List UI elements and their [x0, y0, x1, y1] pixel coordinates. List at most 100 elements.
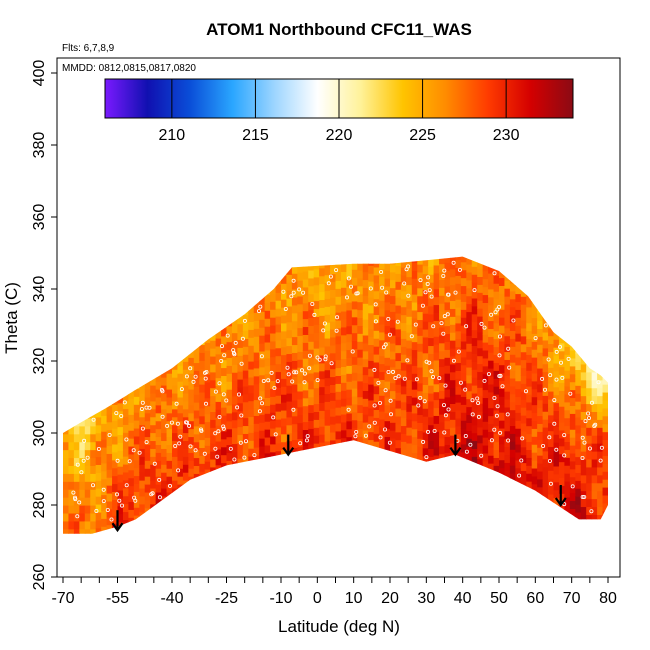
sample-point: [354, 429, 359, 434]
heatmap-cell: [199, 376, 206, 385]
heatmap-cell: [319, 449, 326, 459]
heatmap-cell: [204, 342, 211, 351]
heatmap-cell: [150, 464, 157, 473]
heatmap-cell: [488, 407, 495, 417]
heatmap-cell: [417, 256, 424, 265]
heatmap-cell: [313, 451, 320, 460]
sample-point: [261, 378, 266, 383]
heatmap-cell: [302, 302, 309, 312]
heatmap-cell: [395, 312, 402, 322]
heatmap-cell: [395, 320, 402, 330]
sample-point: [533, 336, 538, 341]
heatmap-cell: [564, 496, 571, 506]
heatmap-cell: [569, 468, 576, 478]
heatmap-cell: [346, 357, 353, 366]
heatmap-cell: [242, 330, 249, 339]
x-tick-label: -10: [269, 590, 292, 607]
heatmap-cell: [340, 263, 347, 272]
heatmap-cell: [324, 369, 331, 379]
heatmap-cell: [357, 333, 364, 342]
heatmap-cell: [400, 267, 407, 276]
heatmap-cell: [400, 354, 407, 363]
heatmap-cell: [297, 359, 304, 368]
heatmap-cell: [395, 415, 402, 425]
heatmap-cell: [548, 438, 555, 448]
heatmap-cell: [449, 340, 456, 349]
heatmap-cell: [422, 384, 429, 393]
heatmap-cell: [373, 266, 380, 276]
sample-point: [381, 345, 386, 350]
heatmap-cell: [63, 528, 70, 534]
heatmap-cell: [150, 424, 157, 434]
heatmap-cell: [548, 343, 555, 352]
sample-point: [240, 336, 245, 341]
heatmap-cell: [90, 449, 97, 459]
sample-point: [101, 499, 106, 504]
heatmap-cell: [253, 304, 260, 313]
heatmap-cell: [324, 274, 331, 284]
heatmap-cell: [122, 440, 129, 449]
x-tick-label: 20: [381, 590, 399, 607]
heatmap-cell: [504, 343, 511, 353]
heatmap-cell: [291, 320, 298, 330]
heatmap-cell: [515, 293, 522, 303]
heatmap-cell: [193, 481, 200, 490]
heatmap-cell: [90, 537, 96, 546]
heatmap-cell: [319, 315, 326, 324]
heatmap-cell: [144, 499, 151, 509]
heatmap-cell: [308, 285, 315, 295]
heatmap-cell: [324, 306, 331, 315]
heatmap-cell: [231, 308, 238, 318]
heatmap-cell: [400, 370, 407, 379]
heatmap-cell: [231, 316, 238, 326]
heatmap-cell: [493, 417, 500, 427]
heatmap-cell: [558, 414, 565, 423]
heatmap-cell: [449, 387, 456, 397]
heatmap-cell: [270, 293, 277, 302]
heatmap-cell: [281, 283, 288, 292]
heatmap-cell: [291, 455, 298, 464]
heatmap-cell: [275, 355, 282, 365]
heatmap-cell: [79, 505, 86, 514]
heatmap-cell: [537, 455, 544, 464]
heatmap-cell: [281, 425, 288, 435]
heatmap-cell: [122, 416, 129, 425]
heatmap-cell: [575, 504, 582, 513]
sample-point: [252, 453, 257, 458]
heatmap-cell: [439, 390, 446, 399]
heatmap-cell: [362, 342, 369, 352]
heatmap-cell: [117, 386, 124, 396]
heatmap-cell: [553, 442, 560, 451]
heatmap-cell: [68, 465, 75, 474]
sample-point: [587, 446, 592, 451]
sample-point: [176, 468, 181, 473]
sample-point: [430, 374, 435, 379]
colorbar-tick-label: 210: [159, 127, 186, 144]
sample-point: [157, 495, 162, 500]
heatmap-cell: [324, 425, 331, 434]
heatmap-cell: [580, 387, 587, 397]
heatmap-cell: [330, 408, 337, 417]
heatmap-cell: [477, 395, 484, 404]
heatmap-cell: [526, 322, 533, 332]
sample-point: [520, 436, 525, 441]
heatmap-cell: [340, 406, 347, 415]
heatmap-cell: [319, 362, 326, 372]
heatmap-cell: [308, 262, 315, 271]
sample-point: [372, 403, 377, 408]
heatmap-cell: [297, 256, 304, 265]
heatmap-cell: [330, 376, 337, 385]
heatmap-cell: [526, 370, 533, 379]
heatmap-cell: [586, 498, 593, 508]
sample-point: [380, 285, 385, 290]
dates-label: MMDD: 0812,0815,0817,0820: [62, 63, 196, 74]
heatmap-cell: [155, 428, 162, 438]
heatmap-cell: [144, 452, 151, 461]
heatmap-cell: [101, 526, 108, 534]
sample-point: [470, 412, 475, 417]
heatmap-cell: [379, 426, 386, 436]
heatmap-cell: [193, 449, 200, 459]
heatmap-cell: [531, 467, 538, 477]
sample-point: [243, 439, 248, 444]
heatmap-cell: [79, 441, 86, 451]
